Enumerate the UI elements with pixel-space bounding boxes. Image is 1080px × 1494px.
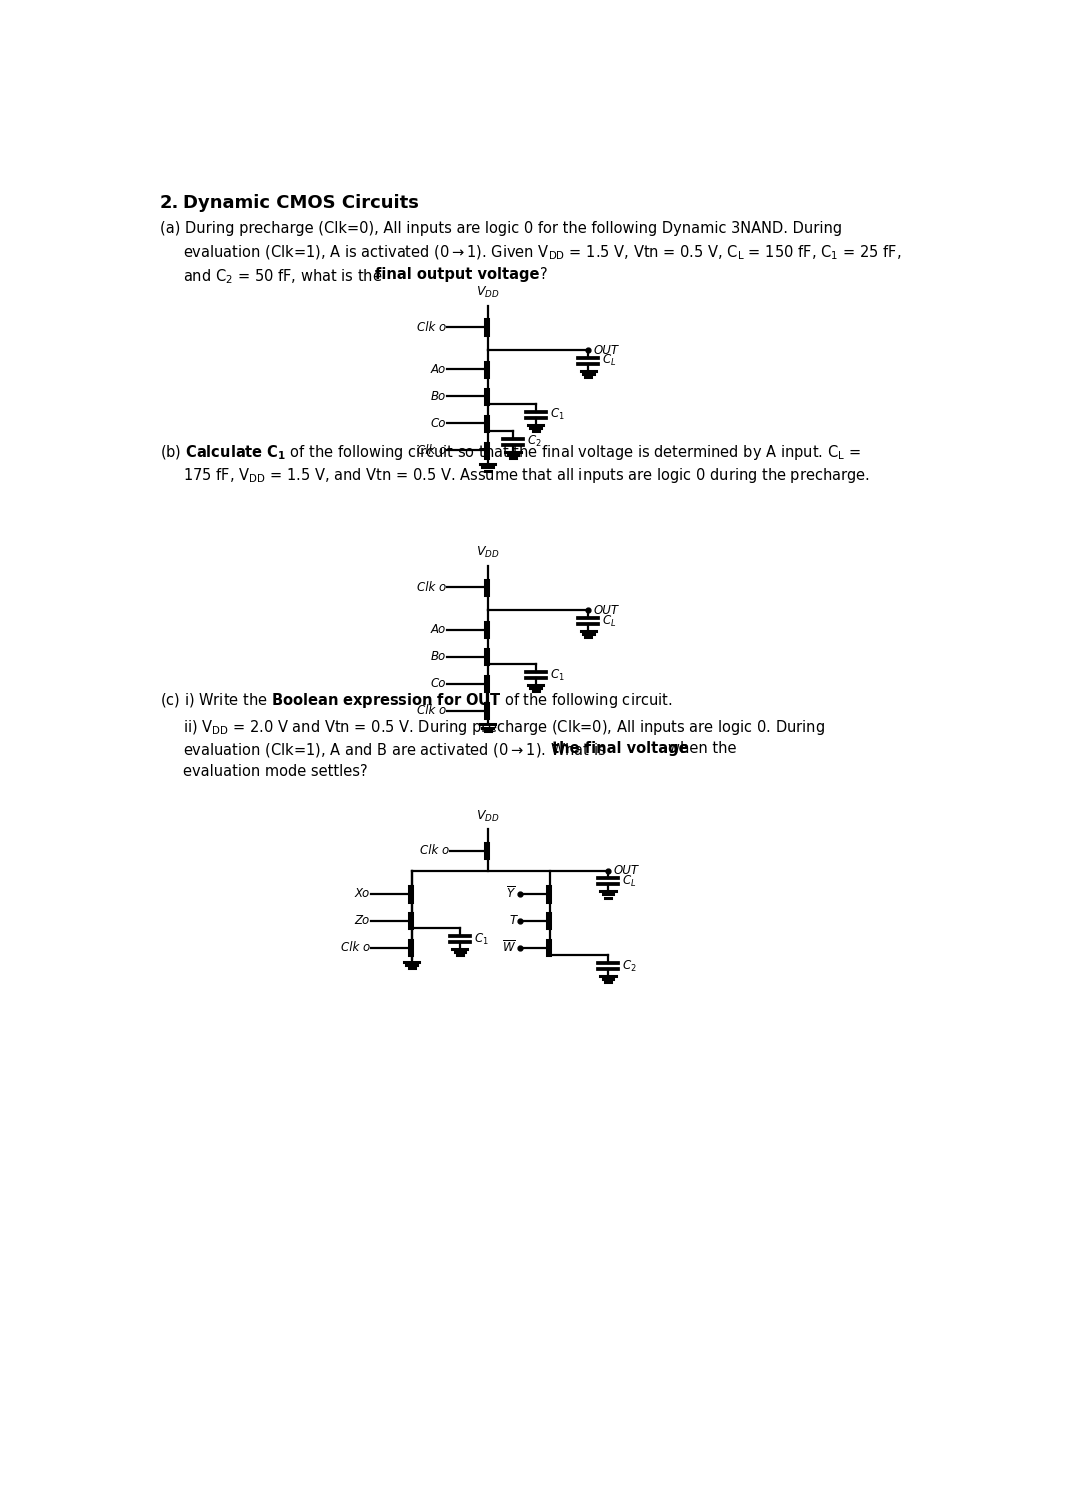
Text: Co: Co	[430, 677, 446, 690]
Text: 175 fF, V$_{\mathsf{DD}}$ = 1.5 V, and Vtn = 0.5 V. Assume that all inputs are l: 175 fF, V$_{\mathsf{DD}}$ = 1.5 V, and V…	[183, 466, 870, 484]
Text: $\overline{Y}$: $\overline{Y}$	[507, 886, 516, 901]
Text: Xo: Xo	[354, 887, 369, 901]
Text: (c) i) Write the $\mathbf{Boolean\ expression\ for\ OUT}$ of the following circu: (c) i) Write the $\mathbf{Boolean\ expre…	[160, 690, 672, 710]
Text: T: T	[509, 914, 516, 928]
Text: $C_2$: $C_2$	[527, 435, 542, 450]
Text: $V_{DD}$: $V_{DD}$	[476, 545, 499, 560]
Text: Bo: Bo	[431, 390, 446, 403]
Text: Clk o: Clk o	[417, 581, 446, 595]
Text: evaluation (Clk=1), A is activated (0$\rightarrow$1). Given V$_{\mathsf{DD}}$ = : evaluation (Clk=1), A is activated (0$\r…	[183, 244, 902, 263]
Text: Clk o: Clk o	[417, 704, 446, 717]
Text: evaluation mode settles?: evaluation mode settles?	[183, 763, 367, 778]
Text: $C_2$: $C_2$	[622, 959, 636, 974]
Text: Clk o: Clk o	[417, 444, 446, 457]
Text: Clk o: Clk o	[420, 844, 449, 858]
Text: and C$_2$ = 50 fF, what is the: and C$_2$ = 50 fF, what is the	[183, 267, 383, 285]
Text: (b) $\mathbf{Calculate\ C_1}$ of the following circuit so that the final voltage: (b) $\mathbf{Calculate\ C_1}$ of the fol…	[160, 442, 861, 462]
Text: final output voltage: final output voltage	[375, 267, 540, 282]
Text: evaluation (Clk=1), A and B are activated (0$\rightarrow$1). What is: evaluation (Clk=1), A and B are activate…	[183, 741, 606, 759]
Text: $V_{DD}$: $V_{DD}$	[476, 808, 499, 823]
Text: Bo: Bo	[431, 650, 446, 663]
Text: ii) V$_{\mathsf{DD}}$ = 2.0 V and Vtn = 0.5 V. During precharge (Clk=0), All inp: ii) V$_{\mathsf{DD}}$ = 2.0 V and Vtn = …	[183, 717, 825, 737]
Text: (a) During precharge (Clk=0), All inputs are logic 0 for the following Dynamic 3: (a) During precharge (Clk=0), All inputs…	[160, 221, 842, 236]
Text: when the: when the	[669, 741, 737, 756]
Text: $C_L$: $C_L$	[622, 874, 636, 889]
Text: $C_1$: $C_1$	[550, 668, 565, 683]
Text: the final voltage: the final voltage	[552, 741, 689, 756]
Text: $C_L$: $C_L$	[603, 614, 617, 629]
Text: $V_{DD}$: $V_{DD}$	[476, 285, 499, 300]
Text: OUT: OUT	[613, 864, 638, 877]
Text: ?: ?	[540, 267, 548, 282]
Text: $C_1$: $C_1$	[550, 408, 565, 423]
Text: Clk o: Clk o	[417, 321, 446, 333]
Text: 2.: 2.	[160, 194, 179, 212]
Text: $C_L$: $C_L$	[603, 353, 617, 369]
Text: Dynamic CMOS Circuits: Dynamic CMOS Circuits	[183, 194, 419, 212]
Text: Ao: Ao	[431, 363, 446, 376]
Text: $C_1$: $C_1$	[474, 932, 488, 947]
Text: OUT: OUT	[594, 344, 619, 357]
Text: Zo: Zo	[354, 914, 369, 928]
Text: Co: Co	[430, 417, 446, 430]
Text: Clk o: Clk o	[340, 941, 369, 955]
Text: OUT: OUT	[594, 604, 619, 617]
Text: $\overline{W}$: $\overline{W}$	[502, 940, 516, 956]
Text: Ao: Ao	[431, 623, 446, 636]
